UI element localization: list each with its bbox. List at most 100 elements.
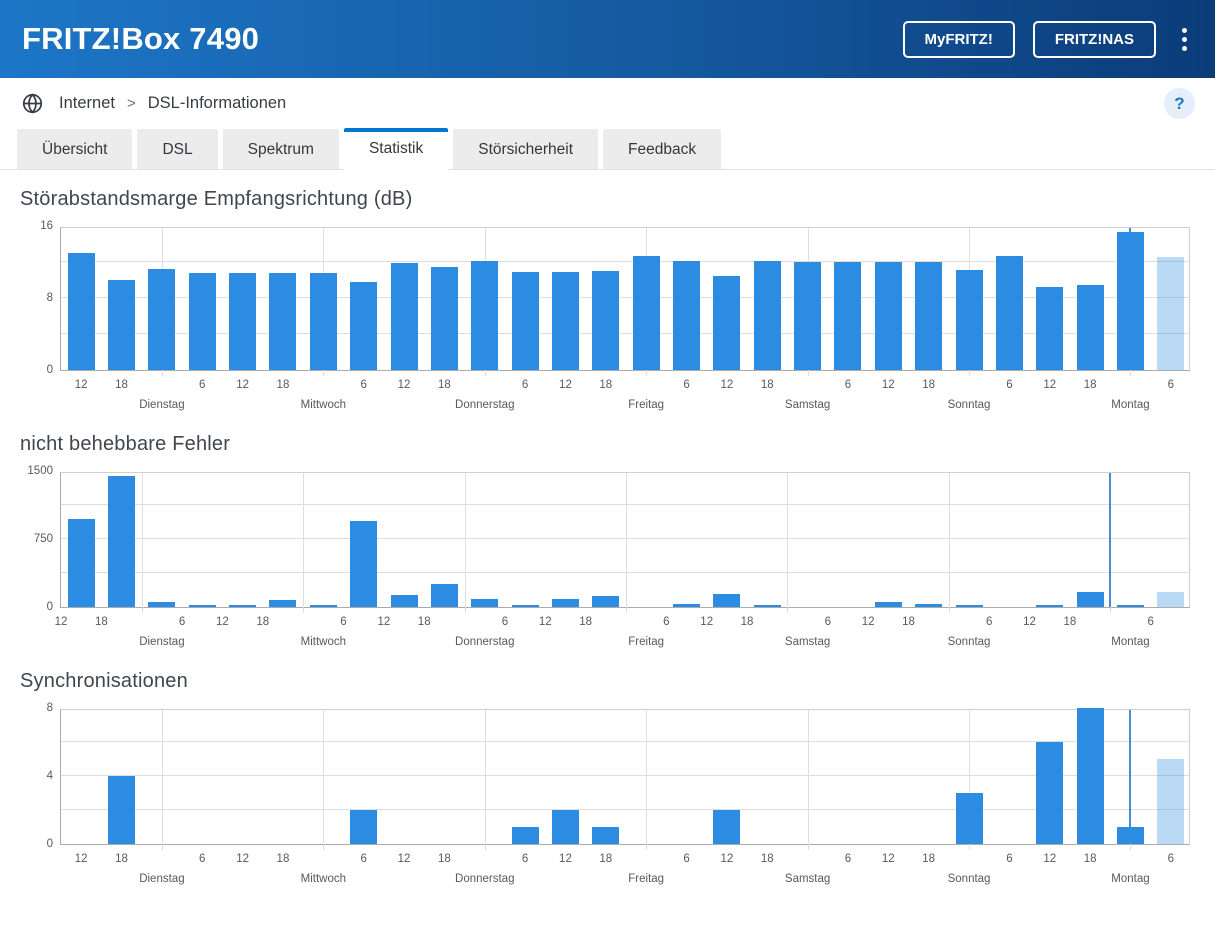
x-axis-label: 18 xyxy=(276,853,290,865)
x-axis-label: 12 xyxy=(538,616,552,628)
day-gridline xyxy=(303,473,305,613)
y-axis-label: 1500 xyxy=(27,465,53,477)
day-gridline xyxy=(807,710,809,850)
bar xyxy=(1036,605,1064,607)
resync-event-line xyxy=(1129,710,1132,844)
x-axis-label: 12 xyxy=(377,616,391,628)
bar xyxy=(794,262,822,370)
h-gridline xyxy=(61,538,1189,539)
tab--bersicht[interactable]: Übersicht xyxy=(17,129,133,169)
x-axis-label: 6 xyxy=(986,616,993,628)
tab-spektrum[interactable]: Spektrum xyxy=(222,129,339,169)
bar xyxy=(148,269,176,370)
bar xyxy=(753,605,781,607)
x-axis-label: 18 xyxy=(437,379,451,391)
x-axis-label: 6 xyxy=(178,616,186,628)
bar xyxy=(350,282,378,370)
tab-st-rsicherheit[interactable]: Störsicherheit xyxy=(453,129,598,169)
plot-area-uncorrectable-errors: 0 750 1500 12 18 6 12 18 6 12 18 6 12 18 6 12 18 6 12 18 6 12… xyxy=(27,465,1190,648)
breadcrumb-item-internet[interactable]: Internet xyxy=(59,93,115,112)
globe-icon xyxy=(22,93,43,114)
y-axis-label: 16 xyxy=(40,220,53,232)
plot-area-synchronisations: 0 4 8 12 18 6 12 18 6 12 18 6 12 18 6 12 18 6 12 18 6 12 18 6 Di… xyxy=(47,702,1190,885)
bar xyxy=(915,262,943,370)
bar xyxy=(713,594,741,607)
day-label: Freitag xyxy=(628,399,665,411)
day-label: Samstag xyxy=(784,399,831,411)
app-header: FRITZ!Box 7490 MyFRITZ! FRITZ!NAS xyxy=(0,0,1215,78)
x-axis-label: 12 xyxy=(397,853,411,865)
x-axis-label: 6 xyxy=(521,853,529,865)
bar xyxy=(632,256,660,370)
bar-partial xyxy=(1157,592,1185,607)
day-label: Mittwoch xyxy=(300,636,346,648)
x-axis-label: 12 xyxy=(720,853,734,865)
x-axis-label: 12 xyxy=(1043,853,1057,865)
fritznas-button[interactable]: FRITZ!NAS xyxy=(1032,20,1156,58)
x-axis-label: 6 xyxy=(360,853,367,865)
x-axis-label: 18 xyxy=(1083,853,1097,865)
bar xyxy=(108,776,136,844)
day-label: Sonntag xyxy=(947,873,991,885)
statistics-charts: Störabstandsmarge Empfangsrichtung (dB) 0… xyxy=(0,170,1215,891)
h-gridline xyxy=(61,297,1189,298)
bar xyxy=(471,599,499,607)
x-axis-label: 12 xyxy=(559,379,572,391)
bar xyxy=(229,605,257,607)
x-axis-label: 12 xyxy=(720,379,734,391)
x-axis-label: 18 xyxy=(1063,616,1077,628)
day-label: Donnerstag xyxy=(455,399,515,411)
bar xyxy=(511,605,539,607)
bar xyxy=(592,271,620,370)
chart-title-synchronisations: Synchronisationen xyxy=(20,670,188,692)
bar-partial xyxy=(1157,257,1185,370)
bar xyxy=(955,793,983,844)
breadcrumb: Internet > DSL-Informationen ? xyxy=(0,78,1215,128)
day-gridline xyxy=(969,710,971,850)
bar xyxy=(430,267,458,370)
x-axis-label: 18 xyxy=(256,616,270,628)
bar xyxy=(713,276,741,370)
day-gridline xyxy=(787,473,789,613)
bar xyxy=(551,272,579,370)
chevron-right-icon: > xyxy=(126,94,136,112)
day-label: Donnerstag xyxy=(455,636,515,648)
help-button[interactable]: ? xyxy=(1164,87,1195,119)
kebab-menu-icon[interactable] xyxy=(1182,27,1187,51)
tab-statistik[interactable]: Statistik xyxy=(343,128,449,170)
bar xyxy=(67,519,95,607)
bar xyxy=(874,602,902,607)
bar xyxy=(713,810,741,844)
h-gridline xyxy=(61,504,1189,505)
bar xyxy=(309,273,337,370)
x-axis-label: 6 xyxy=(360,379,367,391)
x-axis-label: 18 xyxy=(115,379,128,391)
x-axis-label: 6 xyxy=(340,616,347,628)
x-axis-label: 6 xyxy=(1167,379,1175,391)
x-axis-label: 6 xyxy=(1147,616,1154,628)
tab-feedback[interactable]: Feedback xyxy=(603,129,722,169)
bar xyxy=(67,253,95,370)
x-axis-label: 6 xyxy=(199,379,206,391)
chart-uncorrectable-errors: nicht behebbare Fehler 0 750 1500 12 18 6 12 18 6… xyxy=(0,433,1215,654)
day-label: Sonntag xyxy=(947,399,991,411)
x-axis-label: 18 xyxy=(417,616,431,628)
myfritz-button[interactable]: MyFRITZ! xyxy=(902,20,1015,58)
x-axis-label: 12 xyxy=(216,616,229,628)
day-label: Freitag xyxy=(628,636,665,648)
bar xyxy=(511,272,539,370)
x-axis-label: 18 xyxy=(760,379,774,391)
bar xyxy=(148,602,176,607)
bar xyxy=(1116,827,1144,844)
x-axis-label: 12 xyxy=(700,616,714,628)
tab-dsl[interactable]: DSL xyxy=(137,129,218,169)
bar xyxy=(1076,708,1104,844)
h-gridline xyxy=(61,572,1189,573)
x-axis-label: 12 xyxy=(881,853,895,865)
bar xyxy=(1036,742,1064,844)
day-label: Donnerstag xyxy=(455,873,515,885)
bar xyxy=(915,604,943,607)
x-axis-label: 18 xyxy=(579,616,593,628)
breadcrumb-item-dsl-informationen[interactable]: DSL-Informationen xyxy=(147,93,287,112)
bar xyxy=(188,605,216,607)
